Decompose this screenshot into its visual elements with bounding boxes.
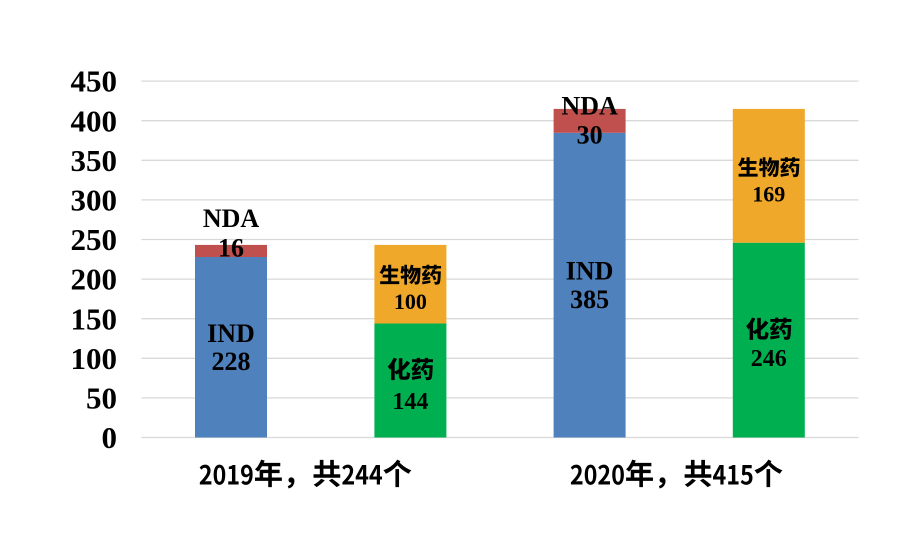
svg-text:100: 100 bbox=[394, 289, 427, 314]
svg-text:385: 385 bbox=[570, 285, 609, 314]
svg-text:50: 50 bbox=[86, 381, 117, 416]
svg-text:350: 350 bbox=[71, 143, 118, 178]
svg-text:30: 30 bbox=[577, 121, 603, 150]
svg-text:228: 228 bbox=[212, 347, 251, 376]
svg-text:IND: IND bbox=[207, 319, 255, 348]
svg-text:250: 250 bbox=[71, 222, 118, 257]
svg-text:100: 100 bbox=[71, 341, 118, 376]
svg-text:150: 150 bbox=[71, 301, 118, 336]
svg-text:IND: IND bbox=[566, 257, 614, 286]
svg-text:16: 16 bbox=[218, 234, 244, 263]
svg-text:200: 200 bbox=[71, 262, 118, 297]
svg-text:169: 169 bbox=[752, 182, 785, 207]
svg-text:450: 450 bbox=[71, 64, 118, 99]
svg-text:NDA: NDA bbox=[561, 91, 618, 120]
svg-text:0: 0 bbox=[102, 420, 118, 455]
svg-text:300: 300 bbox=[71, 183, 118, 218]
svg-text:144: 144 bbox=[392, 389, 428, 415]
svg-text:400: 400 bbox=[71, 103, 118, 138]
svg-text:NDA: NDA bbox=[203, 204, 260, 233]
svg-text:246: 246 bbox=[751, 346, 787, 372]
